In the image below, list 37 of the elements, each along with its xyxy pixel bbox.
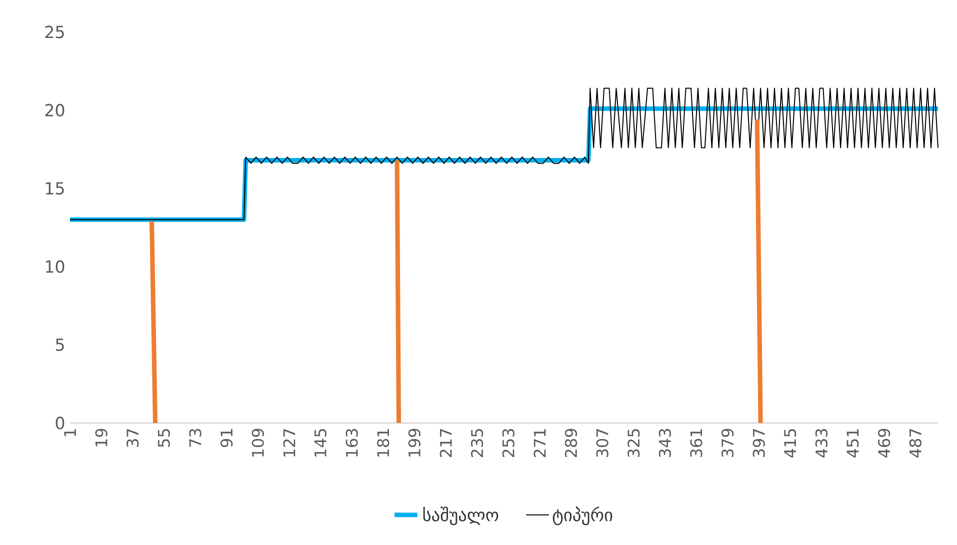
x-tick-label: 397: [752, 429, 765, 458]
x-tick-label: 145: [314, 429, 326, 456]
x-tick-label: 181: [377, 429, 390, 456]
x-tick-label: 433: [815, 429, 828, 458]
x-tick-label: 415: [784, 429, 796, 458]
x-tick-label: 163: [346, 429, 358, 456]
x-tick-label: 325: [628, 429, 640, 458]
legend-label: ტიპური: [552, 506, 612, 526]
x-tick-label: 271: [534, 429, 546, 458]
y-tick-label: 10: [46, 260, 64, 273]
x-tick-label: 91: [220, 429, 233, 448]
y-tick-label: 0: [56, 416, 64, 430]
x-tick-label: 109: [252, 428, 264, 456]
x-tick-label: 19: [95, 428, 108, 446]
x-tick-label: 469: [878, 428, 890, 458]
x-tick-label: 361: [690, 429, 702, 458]
x-tick-label: 343: [658, 429, 671, 458]
x-tick-label: 235: [470, 429, 484, 458]
x-tick-label: 379: [721, 428, 734, 458]
x-tick-label: 217: [440, 429, 452, 458]
x-tick-label: 289: [564, 428, 578, 458]
line-series: [70, 88, 939, 220]
x-tick-label: 451: [846, 429, 859, 458]
x-tick-label: 37: [126, 429, 139, 447]
x-tick-label: 73: [189, 428, 202, 447]
x-tick-label: 1: [64, 429, 76, 436]
x-tick-label: 253: [502, 429, 514, 458]
x-tick-label: 487: [909, 429, 922, 458]
y-tick-label: 5: [56, 338, 64, 351]
x-tick-label: 127: [283, 429, 296, 456]
x-tick-label: 55: [158, 429, 170, 447]
x-tick-label: 199: [408, 428, 420, 456]
y-tick-label: 15: [46, 182, 64, 195]
y-tick-label: 20: [45, 104, 64, 116]
legend-label: საშუალო: [423, 506, 498, 526]
x-tick-label: 307: [596, 429, 608, 458]
y-tick-label: 25: [45, 26, 64, 38]
